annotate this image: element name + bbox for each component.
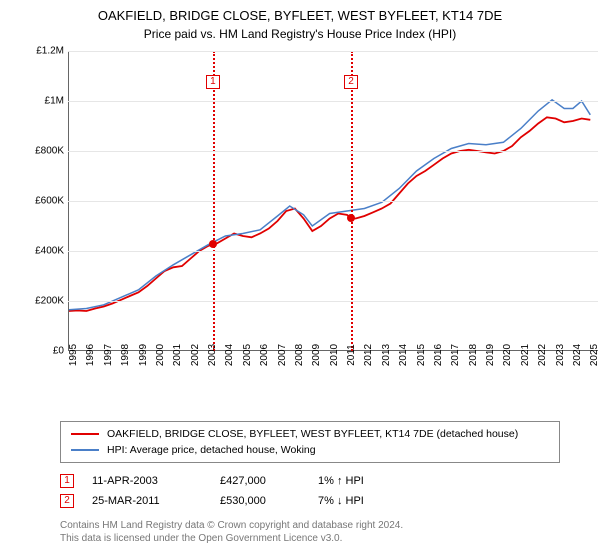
x-axis-label: 2008 [294,344,305,366]
x-axis-label: 2013 [381,344,392,366]
sale-hpi-diff: 7% ↓ HPI [318,495,418,507]
y-axis-label: £0 [53,345,64,356]
legend-label: HPI: Average price, detached house, Woki… [107,444,316,456]
footer-line-1: Contains HM Land Registry data © Crown c… [60,519,590,532]
x-axis-label: 2021 [520,344,531,366]
legend-row: HPI: Average price, detached house, Woki… [71,442,549,458]
x-axis-label: 2015 [416,344,427,366]
gridline [68,201,598,202]
x-axis-label: 2012 [363,344,374,366]
sale-marker-badge: 2 [344,75,358,89]
x-axis-label: 2001 [172,344,183,366]
sale-date: 11-APR-2003 [92,475,202,487]
sale-point [209,240,217,248]
chart-title: OAKFIELD, BRIDGE CLOSE, BYFLEET, WEST BY… [10,8,590,25]
x-axis-label: 2009 [311,344,322,366]
y-axis-label: £1.2M [36,45,64,56]
footer-attribution: Contains HM Land Registry data © Crown c… [60,519,590,545]
legend-box: OAKFIELD, BRIDGE CLOSE, BYFLEET, WEST BY… [60,421,560,463]
x-axis-label: 2024 [572,344,583,366]
legend-swatch [71,449,99,451]
sale-price: £427,000 [220,475,300,487]
chart-subtitle: Price paid vs. HM Land Registry's House … [10,27,590,41]
y-axis-label: £200K [35,295,64,306]
sale-point [347,214,355,222]
x-axis-label: 1996 [85,344,96,366]
legend-row: OAKFIELD, BRIDGE CLOSE, BYFLEET, WEST BY… [71,426,549,442]
x-axis-label: 2003 [207,344,218,366]
x-axis-label: 2016 [433,344,444,366]
x-axis-label: 2002 [190,344,201,366]
gridline [68,51,598,52]
sales-table: 1 11-APR-2003 £427,000 1% ↑ HPI 2 25-MAR-2011… [60,471,590,511]
chart-area: 12 £0£200K£400K£600K£800K£1M£1.2M1995199… [38,51,598,381]
sale-row: 2 25-MAR-2011 £530,000 7% ↓ HPI [60,491,590,511]
x-axis-label: 2007 [277,344,288,366]
x-axis-label: 2022 [537,344,548,366]
series-hpi [69,100,590,310]
y-axis-label: £800K [35,145,64,156]
y-axis-label: £400K [35,245,64,256]
x-axis-label: 2014 [398,344,409,366]
sale-row-marker: 1 [60,474,74,488]
gridline [68,151,598,152]
legend-label: OAKFIELD, BRIDGE CLOSE, BYFLEET, WEST BY… [107,428,518,440]
x-axis-label: 2020 [502,344,513,366]
x-axis-label: 2025 [589,344,600,366]
x-axis-label: 2023 [555,344,566,366]
x-axis-label: 2000 [155,344,166,366]
sale-row: 1 11-APR-2003 £427,000 1% ↑ HPI [60,471,590,491]
sale-row-marker: 2 [60,494,74,508]
x-axis-label: 1999 [138,344,149,366]
gridline [68,301,598,302]
x-axis-label: 2018 [468,344,479,366]
y-axis-label: £1M [45,95,64,106]
y-axis-label: £600K [35,195,64,206]
footer-line-2: This data is licensed under the Open Gov… [60,532,590,545]
x-axis-label: 1997 [103,344,114,366]
gridline [68,101,598,102]
sale-price: £530,000 [220,495,300,507]
x-axis-label: 1998 [120,344,131,366]
x-axis-label: 2019 [485,344,496,366]
legend-swatch [71,433,99,435]
x-axis-label: 2004 [224,344,235,366]
x-axis-label: 2005 [242,344,253,366]
sale-date: 25-MAR-2011 [92,495,202,507]
chart-container: OAKFIELD, BRIDGE CLOSE, BYFLEET, WEST BY… [0,0,600,560]
sale-marker-badge: 1 [206,75,220,89]
x-axis-label: 2017 [450,344,461,366]
x-axis-label: 2010 [329,344,340,366]
x-axis-label: 2011 [346,344,357,366]
x-axis-label: 1995 [68,344,79,366]
gridline [68,251,598,252]
x-axis-label: 2006 [259,344,270,366]
sale-hpi-diff: 1% ↑ HPI [318,475,418,487]
